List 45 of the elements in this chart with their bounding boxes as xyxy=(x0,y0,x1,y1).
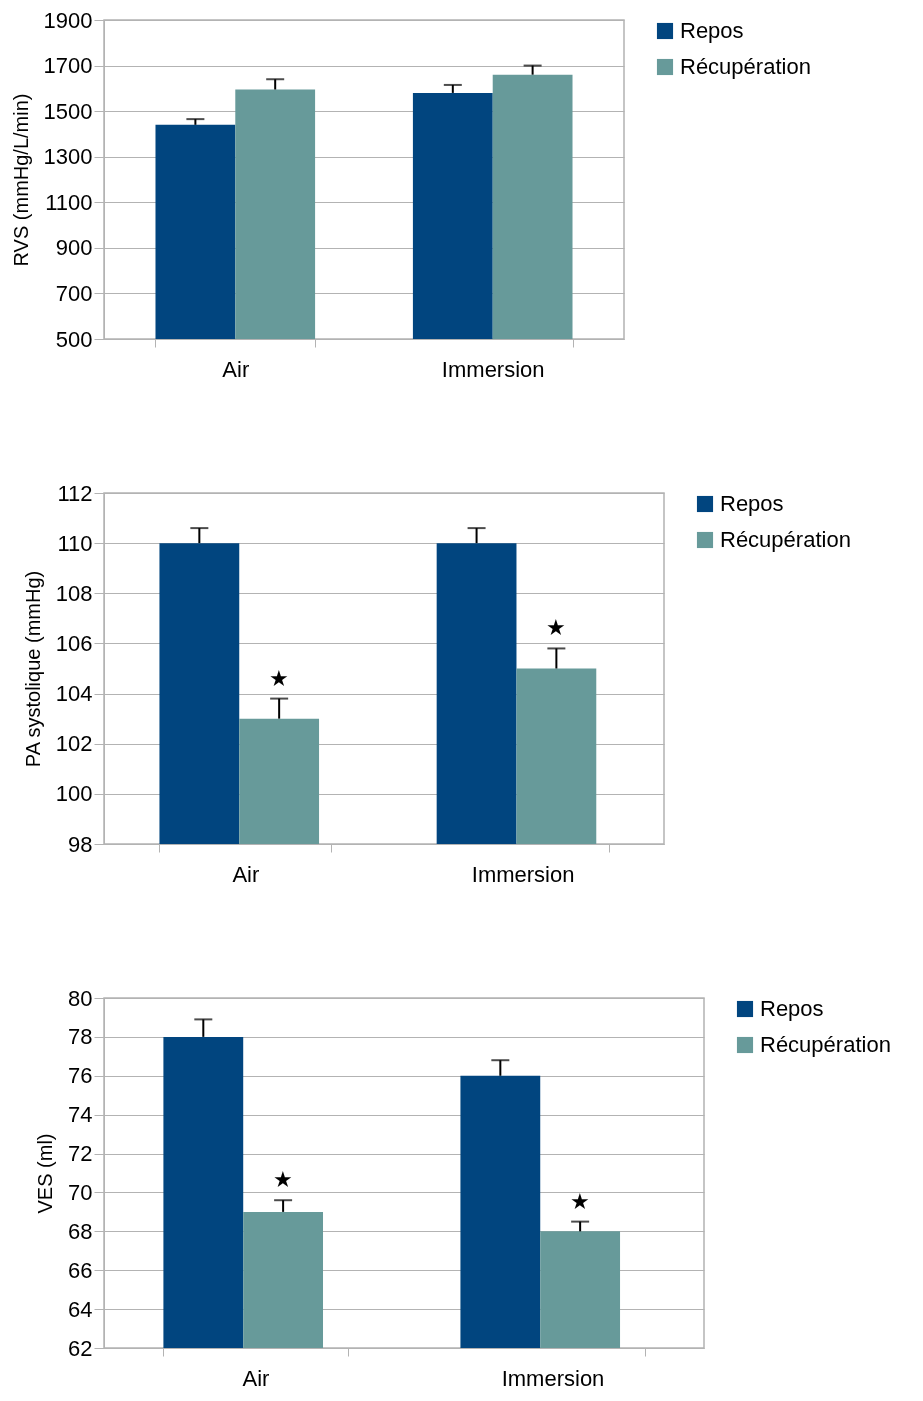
y-tick-label: 900 xyxy=(55,235,93,261)
legend-label: Récupération xyxy=(760,1032,891,1057)
y-tick-label: 98 xyxy=(68,831,93,857)
y-tick-label: 66 xyxy=(68,1257,93,1283)
x-tick-label: Immersion xyxy=(501,1365,605,1391)
y-tick-label: 74 xyxy=(68,1102,93,1128)
y-tick-label: 78 xyxy=(68,1024,93,1050)
annotation: ★ xyxy=(273,1167,294,1193)
y-axis-title: RVS (mmHg/L/min) xyxy=(9,93,32,267)
y-tick-label: 102 xyxy=(55,731,93,757)
y-tick-label: 1300 xyxy=(43,144,93,170)
legend-label: Récupération xyxy=(680,54,811,79)
y-tick-label: 106 xyxy=(55,630,93,656)
annotation: ★ xyxy=(269,665,290,691)
y-axis-title: PA systolique (mmHg) xyxy=(21,570,44,768)
legend-label: Repos xyxy=(760,996,824,1021)
x-tick-label: Immersion xyxy=(471,861,575,887)
y-tick-label: 110 xyxy=(57,530,93,556)
y-tick-label: 700 xyxy=(55,280,93,306)
y-tick-label: 104 xyxy=(55,681,93,707)
y-tick-label: 1500 xyxy=(43,98,93,124)
y-tick-label: 76 xyxy=(68,1063,93,1089)
legend-label: Repos xyxy=(680,18,744,43)
y-tick-label: 100 xyxy=(55,781,93,807)
y-tick-label: 112 xyxy=(57,480,93,506)
y-tick-label: 68 xyxy=(68,1218,93,1244)
y-tick-label: 62 xyxy=(68,1335,93,1361)
y-tick-label: 1700 xyxy=(43,53,93,79)
x-tick-label: Immersion xyxy=(441,356,545,382)
legend-label: Récupération xyxy=(720,527,851,552)
y-axis-title: VES (ml) xyxy=(34,1133,57,1214)
y-tick-label: 70 xyxy=(68,1179,93,1205)
x-tick-label: Air xyxy=(242,1365,270,1391)
y-tick-label: 80 xyxy=(68,985,93,1011)
y-tick-label: 108 xyxy=(55,580,93,606)
annotation: ★ xyxy=(570,1188,591,1214)
y-tick-label: 500 xyxy=(55,326,93,352)
x-tick-label: Air xyxy=(232,861,260,887)
annotation: ★ xyxy=(546,615,567,641)
y-tick-label: 72 xyxy=(68,1141,93,1167)
x-tick-label: Air xyxy=(222,356,250,382)
legend-label: Repos xyxy=(720,491,784,516)
y-tick-label: 64 xyxy=(68,1296,93,1322)
y-tick-label: 1900 xyxy=(43,7,93,33)
y-tick-label: 1100 xyxy=(45,189,93,215)
